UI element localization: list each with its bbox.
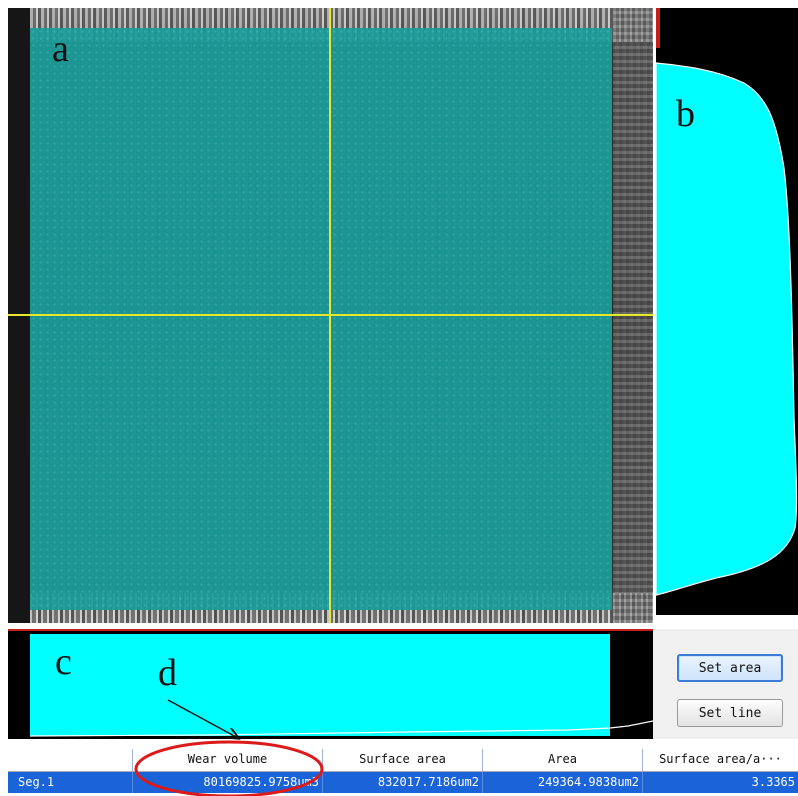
surface-image-view[interactable] [8, 8, 653, 623]
column-header-surface-area-ratio[interactable]: Surface area/a··· [659, 752, 782, 766]
figure-label-c: c [55, 641, 72, 683]
figure-label-d: d [158, 652, 177, 694]
figure-label-a: a [52, 28, 69, 70]
surface-area-ratio-cell: 3.3365 [751, 775, 795, 789]
surface-area-cell: 832017.7186um2 [323, 772, 483, 793]
figure-label-b: b [676, 93, 695, 135]
vertical-profile-curve [656, 62, 798, 596]
vertical-profile-plot [656, 62, 798, 596]
results-table: Wear volume Surface area Area Surface ar… [8, 749, 798, 796]
set-line-button[interactable]: Set line [677, 699, 783, 727]
horizontal-profile-curve [29, 720, 653, 737]
crosshair-horizontal[interactable] [8, 314, 653, 316]
column-header-area[interactable]: Area [483, 749, 643, 771]
profile-marker [656, 8, 660, 48]
column-header[interactable] [8, 749, 133, 771]
horizontal-profile-panel [8, 629, 653, 739]
vertical-profile-panel [653, 8, 798, 615]
set-area-button[interactable]: Set area [677, 654, 783, 682]
table-row[interactable]: Seg.1 80169825.9758um3 832017.7186um2 24… [8, 772, 798, 793]
selected-area-overlay[interactable] [30, 28, 612, 610]
wear-volume-cell: 80169825.9758um3 [133, 772, 323, 793]
button-panel: Set area Set line [653, 629, 798, 739]
horizontal-profile-plot [29, 720, 653, 737]
column-header-wear-volume[interactable]: Wear volume [133, 749, 323, 771]
table-header-row: Wear volume Surface area Area Surface ar… [8, 749, 798, 772]
horizontal-profile-fill [30, 634, 610, 736]
profile-marker-top [8, 629, 653, 631]
area-cell: 249364.9838um2 [483, 772, 643, 793]
column-header-surface-area[interactable]: Surface area [323, 749, 483, 771]
segment-name-cell: Seg.1 [8, 772, 133, 793]
